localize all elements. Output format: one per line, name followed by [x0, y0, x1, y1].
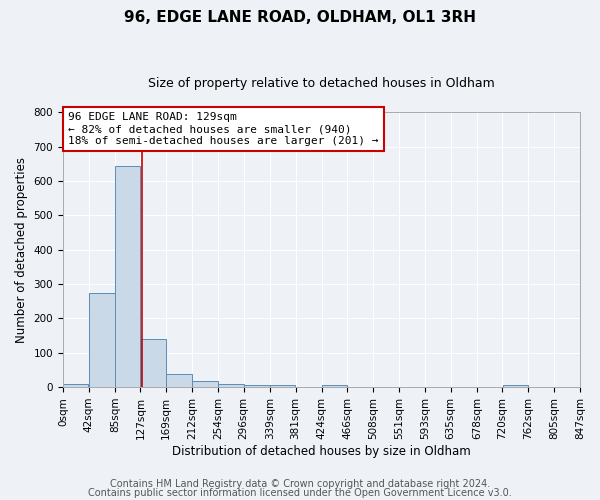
Text: 96, EDGE LANE ROAD, OLDHAM, OL1 3RH: 96, EDGE LANE ROAD, OLDHAM, OL1 3RH — [124, 10, 476, 25]
Text: Contains HM Land Registry data © Crown copyright and database right 2024.: Contains HM Land Registry data © Crown c… — [110, 479, 490, 489]
X-axis label: Distribution of detached houses by size in Oldham: Distribution of detached houses by size … — [172, 444, 471, 458]
Bar — [115, 166, 140, 387]
Bar — [322, 386, 347, 387]
Bar — [140, 339, 166, 387]
Bar — [503, 386, 528, 387]
Bar — [270, 386, 295, 387]
Bar — [63, 384, 88, 387]
Bar — [89, 292, 115, 387]
Title: Size of property relative to detached houses in Oldham: Size of property relative to detached ho… — [148, 78, 495, 90]
Y-axis label: Number of detached properties: Number of detached properties — [15, 157, 28, 343]
Bar — [166, 374, 192, 387]
Bar — [193, 381, 218, 387]
Bar — [244, 386, 270, 387]
Text: Contains public sector information licensed under the Open Government Licence v3: Contains public sector information licen… — [88, 488, 512, 498]
Text: 96 EDGE LANE ROAD: 129sqm
← 82% of detached houses are smaller (940)
18% of semi: 96 EDGE LANE ROAD: 129sqm ← 82% of detac… — [68, 112, 379, 146]
Bar — [218, 384, 244, 387]
